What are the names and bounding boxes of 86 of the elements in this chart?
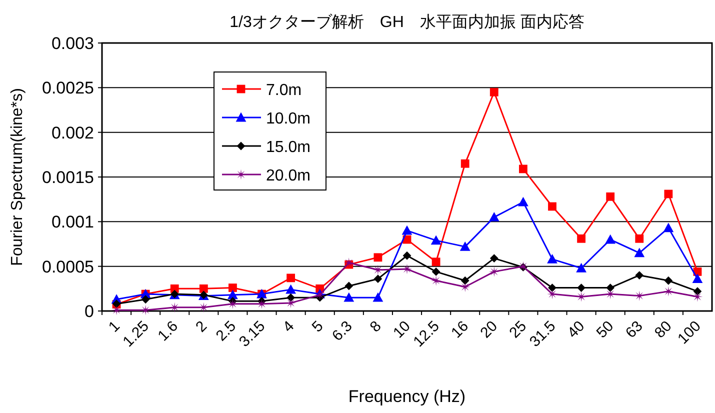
point bbox=[576, 262, 586, 272]
point bbox=[606, 284, 615, 292]
point bbox=[460, 282, 470, 292]
point bbox=[256, 298, 267, 310]
x-tick-label: 4 bbox=[280, 318, 298, 336]
point bbox=[634, 290, 645, 302]
point bbox=[518, 164, 528, 174]
x-tick-label: 2 bbox=[192, 318, 210, 336]
point bbox=[286, 293, 296, 302]
point bbox=[664, 190, 673, 198]
x-tick-label: 20 bbox=[477, 318, 501, 342]
point bbox=[490, 88, 498, 96]
x-tick-label: 8 bbox=[366, 318, 385, 336]
point bbox=[547, 288, 558, 300]
point bbox=[374, 274, 382, 284]
point bbox=[692, 274, 703, 284]
x-tick-label: 80 bbox=[651, 318, 676, 342]
y-tick-label: 0.002 bbox=[51, 123, 94, 142]
point bbox=[430, 235, 442, 245]
point bbox=[432, 258, 440, 266]
point bbox=[141, 295, 150, 304]
point bbox=[402, 264, 412, 274]
point bbox=[402, 225, 412, 235]
point bbox=[663, 222, 674, 232]
point bbox=[634, 248, 645, 258]
point bbox=[488, 212, 500, 222]
x-tick-label: 100 bbox=[674, 318, 704, 348]
point bbox=[577, 234, 586, 243]
point bbox=[490, 254, 498, 262]
chart-title: 1/3オクターブ解析 GH 水平面内加振 面内応答 bbox=[230, 13, 584, 31]
point bbox=[635, 271, 644, 280]
point bbox=[374, 253, 382, 262]
x-tick-label: 10 bbox=[390, 318, 414, 342]
point bbox=[635, 234, 644, 243]
point bbox=[605, 234, 616, 244]
point bbox=[286, 284, 296, 294]
x-tick-label: 16 bbox=[448, 318, 472, 342]
point bbox=[663, 286, 674, 297]
x-tick-label: 6.3 bbox=[328, 318, 356, 345]
point bbox=[372, 292, 384, 302]
x-tick-label: 5 bbox=[308, 318, 327, 336]
point bbox=[547, 254, 558, 264]
point bbox=[518, 196, 528, 206]
point bbox=[286, 298, 296, 308]
point bbox=[693, 287, 702, 296]
point bbox=[692, 292, 703, 302]
point bbox=[286, 274, 296, 282]
point bbox=[548, 202, 556, 211]
point bbox=[664, 276, 673, 285]
legend-label: 7.0m bbox=[266, 82, 302, 99]
point bbox=[228, 284, 237, 292]
point bbox=[460, 159, 470, 168]
point bbox=[488, 266, 500, 277]
x-tick-label: 50 bbox=[593, 318, 618, 342]
legend-label: 15.0m bbox=[266, 139, 310, 156]
x-tick-label: 40 bbox=[564, 318, 588, 342]
point bbox=[228, 298, 238, 310]
point bbox=[460, 241, 470, 251]
y-tick-label: 0.0025 bbox=[42, 78, 94, 98]
point bbox=[111, 304, 122, 316]
point bbox=[432, 267, 440, 276]
y-tick-label: 0.003 bbox=[51, 34, 94, 53]
point bbox=[344, 292, 354, 302]
y-tick-label: 0.001 bbox=[51, 212, 94, 232]
point bbox=[344, 258, 354, 268]
point bbox=[402, 251, 412, 260]
x-tick-label: 1 bbox=[105, 318, 124, 336]
y-tick-label: 0.0015 bbox=[42, 168, 94, 187]
y-tick-label: 0 bbox=[84, 302, 94, 321]
legend-label: 20.0m bbox=[266, 168, 310, 184]
y-tick-label: 0.0005 bbox=[42, 257, 94, 276]
point bbox=[169, 302, 180, 313]
point bbox=[577, 284, 586, 292]
point bbox=[344, 282, 354, 290]
point bbox=[576, 292, 586, 302]
point bbox=[606, 192, 615, 201]
point bbox=[372, 264, 384, 276]
point bbox=[548, 284, 556, 292]
point bbox=[199, 284, 208, 293]
x-tick-label: 1.6 bbox=[154, 318, 182, 345]
legend-label: 10.0m bbox=[266, 110, 310, 128]
x-tick-label: 63 bbox=[622, 318, 646, 342]
y-axis-title: Fourier Spectrum(kine*s) bbox=[9, 88, 26, 266]
point bbox=[430, 275, 442, 286]
x-axis-title: Frequency (Hz) bbox=[348, 387, 466, 406]
point bbox=[460, 276, 470, 285]
